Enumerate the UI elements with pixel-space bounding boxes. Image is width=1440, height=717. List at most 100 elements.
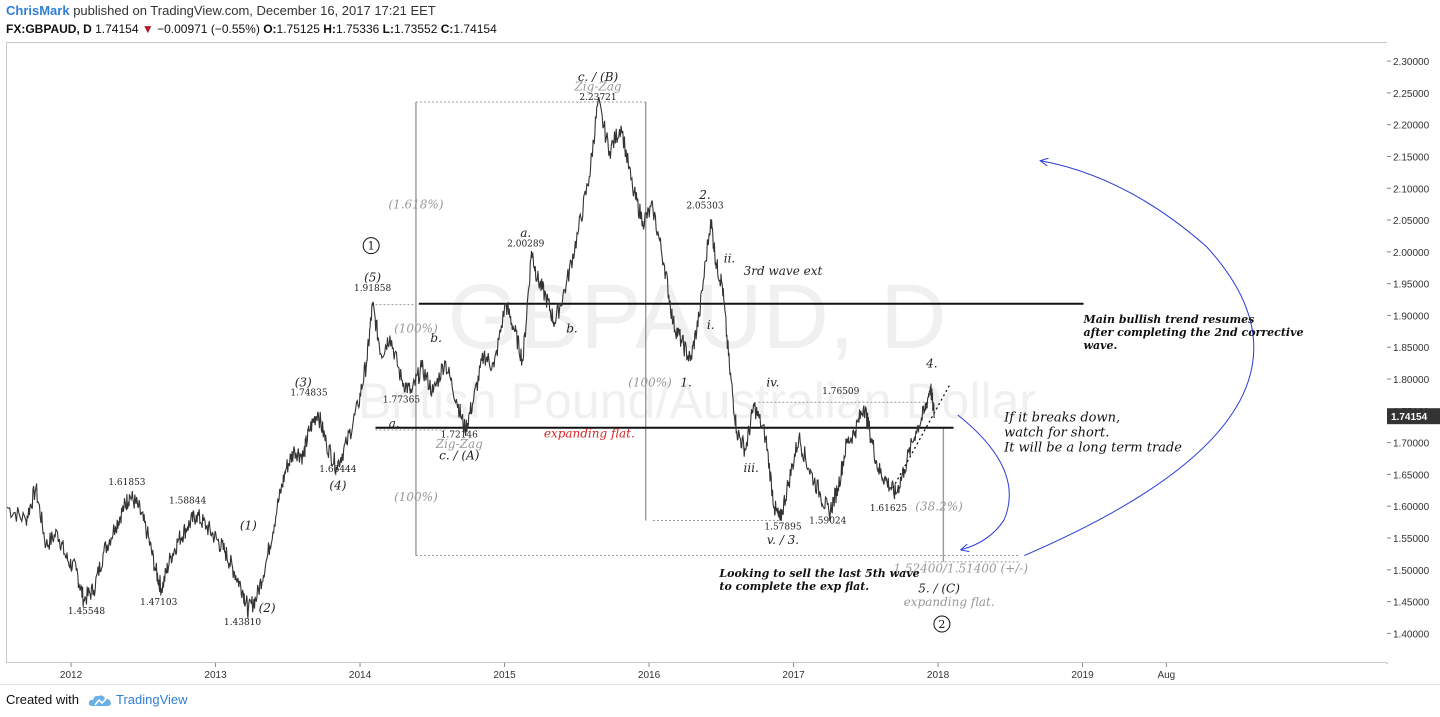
x-tick-label: 2017 (782, 670, 805, 681)
price-change: −0.00971 (−0.55%) (157, 22, 260, 36)
wave-circle-badge (933, 615, 951, 633)
wave-price-label: 1.61625 (870, 504, 907, 514)
wave-label: iv. (766, 375, 779, 389)
chart-pane[interactable]: GBPAUD, D British Pound/Australian Dolla… (6, 42, 1388, 664)
y-tick-label: 1.80000 (1393, 375, 1430, 386)
tradingview-link[interactable]: TradingView (116, 692, 188, 707)
x-tick-label: Aug (1157, 670, 1175, 681)
x-tick-label: 2019 (1071, 670, 1094, 681)
wave-label: c. / (B) (578, 70, 619, 84)
wave-label-c: 5. / (C) (918, 581, 960, 595)
fib-label: (38.2%) (915, 499, 963, 513)
x-tick-label: 2012 (60, 670, 83, 681)
wave-label: (1) (240, 518, 257, 532)
annotation-note[interactable]: to complete the exp flat. (719, 580, 869, 593)
wave-label: (2) (259, 601, 276, 615)
wave-price-label: 1.58844 (169, 496, 206, 506)
annotation-note[interactable]: after completing the 2nd corrective (1084, 326, 1304, 339)
x-tick-label: 2016 (638, 670, 661, 681)
wave-label: 3rd wave ext (744, 264, 823, 278)
fib-label: 1.52400/1.51400 (+/-) (893, 562, 1028, 576)
annotation-note[interactable]: If it breaks down, (1003, 410, 1120, 425)
footer: Created with TradingView (0, 684, 1440, 717)
y-tick-label: 1.65000 (1393, 470, 1430, 481)
tradingview-cloud-icon (88, 695, 111, 706)
annotation-note[interactable]: It will be a long term trade (1003, 440, 1182, 455)
price-chart[interactable]: GBPAUD, D British Pound/Australian Dolla… (7, 43, 1387, 663)
wave-price-label: 1.61853 (108, 478, 145, 488)
y-tick-label: 1.70000 (1393, 439, 1430, 450)
x-tick-label: 2015 (493, 670, 516, 681)
wave-pattern-label: Zig-Zag (573, 80, 621, 94)
wave-label: 2. (698, 188, 710, 202)
y-tick-label: 1.50000 (1393, 566, 1430, 577)
bullish-arrow[interactable] (1024, 161, 1255, 556)
wave-price-label: 2.00289 (507, 239, 544, 249)
wave-badge-number: 1 (368, 240, 375, 253)
x-tick-label: 2014 (349, 670, 372, 681)
watermark-name: British Pound/Australian Dollar (358, 373, 1036, 429)
last-price-marker (1387, 408, 1440, 425)
wave-pattern-label: Zig-Zag (435, 437, 483, 451)
wave-label: a. (520, 226, 531, 240)
annotation-note[interactable]: Main bullish trend resumes (1083, 313, 1255, 326)
open-value: 1.75125 (276, 22, 320, 36)
y-tick-label: 2.25000 (1393, 89, 1430, 100)
publish-info: published on TradingView.com, December 1… (73, 3, 436, 18)
wave-label: 1. (680, 375, 691, 389)
created-with-label: Created with (6, 692, 79, 707)
wave-price-label: 1.72146 (441, 430, 478, 440)
fib-label: (100%) (394, 321, 438, 335)
wave-label: ii. (724, 251, 736, 265)
wave-price-label: 1.59024 (809, 517, 846, 527)
wave-price-label: 1.57895 (764, 522, 801, 532)
y-tick-label: 2.10000 (1393, 184, 1430, 195)
price-series-line (7, 97, 936, 619)
time-axis[interactable]: 2012 2013 2014 2015 2016 2017 2018 2019 Aug (6, 662, 1386, 685)
wave-label: a. (389, 417, 400, 431)
author-link[interactable]: ChrisMark (6, 3, 70, 18)
annotation-note[interactable]: wave. (1084, 339, 1118, 352)
annotation-note[interactable]: watch for short. (1004, 425, 1109, 440)
wave-label: 4. (925, 356, 937, 370)
wave-label: (5) (364, 270, 381, 284)
high-value: 1.75336 (335, 22, 380, 36)
fib-label: expanding flat. (904, 595, 995, 609)
wave-label: (3) (295, 375, 312, 389)
wave-label: b. (566, 321, 578, 335)
low-label: L: (382, 22, 394, 36)
y-tick-label: 1.60000 (1393, 502, 1430, 513)
open-label: O: (263, 22, 277, 36)
expanding-flat-red-label: expanding flat. (544, 426, 635, 440)
y-tick-label: 1.55000 (1393, 534, 1430, 545)
wave-badge-number: 2 (938, 618, 945, 631)
watermark-symbol: GBPAUD, D (447, 266, 946, 368)
wave-price-label: 1.45548 (68, 607, 105, 617)
y-tick-label: 1.85000 (1393, 343, 1430, 354)
bearish-arrow[interactable] (957, 414, 1010, 550)
wave-price-label: 1.91858 (354, 284, 391, 294)
price-axis[interactable]: 2.30000 2.25000 2.20000 2.15000 2.10000 2.050… (1387, 42, 1440, 662)
symbol-name: FX:GBPAUD, D (6, 22, 92, 36)
wave-price-label: 1.66444 (319, 465, 356, 475)
last-price: 1.74154 (95, 22, 139, 36)
close-label: C: (440, 22, 454, 36)
wave-price-label: 2.05303 (686, 201, 723, 211)
x-tick-label: 2013 (204, 670, 227, 681)
wave-label: (4) (329, 478, 346, 492)
wave-price-label: 1.47103 (140, 598, 177, 608)
down-arrow-icon: ▼ (141, 22, 154, 36)
watermark: GBPAUD, D British Pound/Australian Dolla… (358, 266, 1036, 429)
wave-label: c. / (A) (439, 449, 480, 463)
annotation-note[interactable]: Looking to sell the last 5th wave (718, 567, 919, 580)
wave-label: iii. (744, 461, 759, 475)
chart-header: ChrisMark published on TradingView.com, … (0, 0, 1440, 42)
wave-price-label: 1.43810 (224, 618, 261, 628)
fib-label: (100%) (394, 490, 438, 504)
y-tick-label: 2.20000 (1393, 121, 1430, 132)
x-tick-label: 2018 (927, 670, 950, 681)
wave-label: v. / 3. (767, 533, 799, 547)
symbol-line: FX:GBPAUD, D 1.74154 ▼ −0.00971 (−0.55%)… (6, 22, 497, 36)
publish-line: ChrisMark published on TradingView.com, … (6, 3, 436, 18)
wave-circle-badge (362, 237, 380, 255)
